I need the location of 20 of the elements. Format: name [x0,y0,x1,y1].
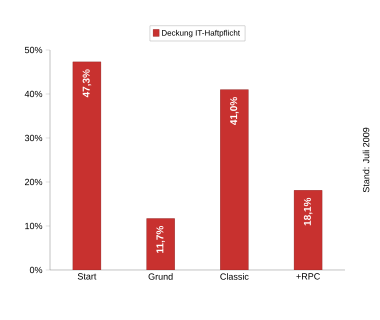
legend-label: Deckung IT-Haftpflicht [162,30,240,38]
y-tick-label: 50% [24,46,42,54]
bar [146,218,175,270]
bar [72,62,102,270]
text: Stand: Juli 2009 [362,128,370,192]
bar [220,89,249,270]
y-tick-label: 30% [24,134,42,142]
data-label: 41,0% [230,97,239,125]
x-tick-label: +RPC [296,273,320,280]
x-tick-label: Start [78,273,96,280]
y-tick-label: 20% [24,178,42,186]
x-tick-label: Classic [220,273,249,280]
x-tick-label: Grund [148,273,173,280]
y-tick-label: 10% [25,222,42,230]
y-tick-label: 0% [30,266,42,274]
data-label: 47,3% [82,69,92,98]
data-label: 18,1% [304,198,312,226]
data-label: 11,7% [156,226,165,253]
y-tick-label: 40% [24,90,42,98]
bar [294,190,322,270]
